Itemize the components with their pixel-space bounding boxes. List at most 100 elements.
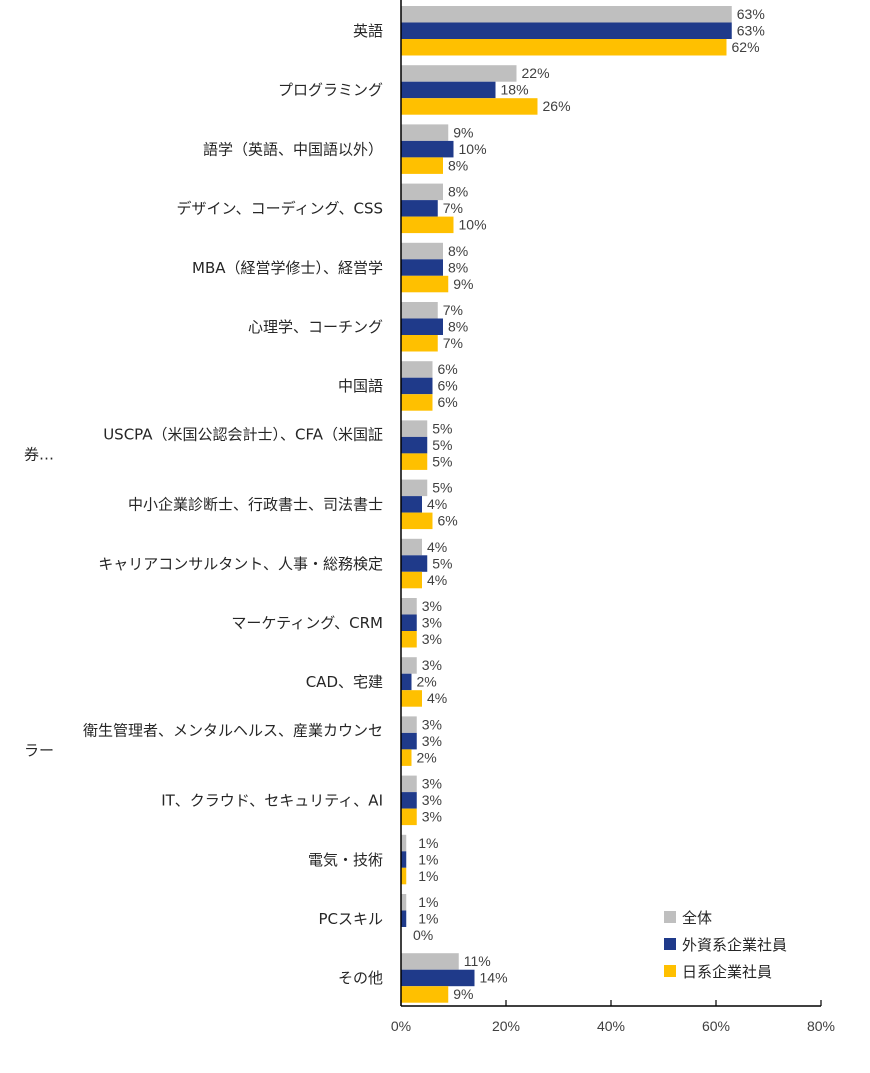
- value-label: 6%: [438, 378, 458, 394]
- value-label: 18%: [501, 82, 529, 98]
- category-label: 語学（英語、中国語以外）: [203, 140, 383, 158]
- bar-overall: [401, 894, 407, 911]
- category-label: 中国語: [338, 377, 383, 395]
- bar-japanese: [401, 98, 538, 115]
- bar-japanese: [401, 986, 449, 1003]
- value-label: 8%: [448, 259, 468, 275]
- category-label: プログラミング: [278, 81, 383, 99]
- value-label: 4%: [427, 572, 447, 588]
- value-label: 3%: [422, 657, 442, 673]
- value-label: 9%: [453, 276, 473, 292]
- value-label: 22%: [522, 65, 550, 81]
- category-label-line: ラー: [24, 741, 54, 759]
- x-tick-label: 0%: [391, 1018, 411, 1034]
- bar-foreign: [401, 792, 417, 809]
- value-label: 6%: [438, 394, 458, 410]
- legend-label: 全体: [682, 909, 712, 927]
- category-label: 衛生管理者、メンタルヘルス、産業カウンセラー: [24, 721, 383, 759]
- category-label: 電気・技術: [308, 851, 383, 869]
- bar-japanese: [401, 571, 422, 589]
- category-label: キャリアコンサルタント、人事・総務検定: [98, 555, 383, 573]
- category-label: マーケティング、CRM: [231, 614, 383, 632]
- value-label: 10%: [459, 141, 487, 157]
- bar-japanese: [401, 394, 433, 411]
- value-label: 5%: [432, 453, 452, 469]
- value-label: 3%: [422, 792, 442, 808]
- category-label: CAD、宅建: [306, 673, 383, 691]
- bar-foreign: [401, 318, 443, 335]
- category-label: PCスキル: [318, 910, 383, 928]
- bar-overall: [401, 124, 449, 141]
- value-label: 1%: [418, 835, 438, 851]
- bar-overall: [401, 538, 422, 556]
- x-tick-label: 60%: [702, 1018, 730, 1034]
- value-label: 9%: [453, 986, 473, 1002]
- bar-japanese: [401, 39, 727, 56]
- bar-overall: [401, 657, 417, 674]
- value-label: 8%: [448, 243, 468, 259]
- bar-foreign: [401, 969, 475, 987]
- value-label: 3%: [422, 809, 442, 825]
- bar-foreign: [401, 851, 407, 868]
- bar-foreign: [401, 436, 428, 454]
- value-label: 5%: [432, 420, 452, 436]
- bar-overall: [401, 775, 417, 793]
- bar-foreign: [401, 22, 732, 39]
- value-label: 3%: [422, 716, 442, 732]
- value-label: 10%: [459, 217, 487, 233]
- value-label: 3%: [422, 733, 442, 749]
- bar-japanese: [401, 749, 412, 766]
- category-label: デザイン、コーディング、CSS: [176, 200, 383, 218]
- value-label: 6%: [438, 513, 458, 529]
- category-label: 心理学、コーチング: [248, 318, 383, 336]
- bar-foreign: [401, 259, 443, 276]
- value-label: 11%: [464, 953, 491, 969]
- value-label: 3%: [422, 776, 442, 792]
- bar-overall: [401, 953, 459, 970]
- bar-foreign: [401, 614, 417, 631]
- value-label: 6%: [438, 361, 458, 377]
- value-label: 0%: [413, 927, 433, 943]
- bar-foreign: [401, 732, 417, 750]
- bar-overall: [401, 361, 433, 378]
- bar-japanese: [401, 216, 454, 234]
- bar-foreign: [401, 377, 433, 395]
- x-tick-label: 20%: [492, 1018, 520, 1034]
- value-label: 5%: [432, 437, 452, 453]
- bar-japanese: [401, 157, 443, 174]
- value-label: 8%: [448, 319, 468, 335]
- x-tick-label: 80%: [807, 1018, 835, 1034]
- value-label: 2%: [417, 749, 437, 765]
- category-label-line: 券…: [24, 445, 54, 463]
- bar-overall: [401, 65, 517, 82]
- bar-japanese: [401, 867, 407, 885]
- bar-foreign: [401, 496, 422, 513]
- bar-foreign: [401, 673, 412, 691]
- value-label: 3%: [422, 631, 442, 647]
- bar-overall: [401, 302, 438, 319]
- bar-japanese: [401, 512, 433, 530]
- bar-japanese: [401, 631, 417, 648]
- bar-japanese: [401, 453, 428, 470]
- x-tick-label: 40%: [597, 1018, 625, 1034]
- value-label: 63%: [737, 23, 765, 39]
- bar-overall: [401, 834, 407, 852]
- value-label: 63%: [737, 6, 765, 22]
- category-label: MBA（経営学修士）、経営学: [192, 259, 383, 277]
- value-label: 4%: [427, 496, 447, 512]
- value-label: 7%: [443, 335, 463, 351]
- legend-swatch: [664, 965, 676, 977]
- bar-overall: [401, 598, 417, 615]
- value-label: 1%: [418, 851, 438, 867]
- bar-foreign: [401, 81, 496, 99]
- value-label: 3%: [422, 598, 442, 614]
- bar-overall: [401, 6, 732, 23]
- category-label: USCPA（米国公認会計士）、CFA（米国証券…: [24, 425, 383, 463]
- value-label: 5%: [432, 480, 452, 496]
- bar-foreign: [401, 200, 438, 217]
- bar-overall: [401, 183, 443, 201]
- category-label: IT、クラウド、セキュリティ、AI: [161, 792, 383, 810]
- bar-overall: [401, 479, 428, 497]
- bar-overall: [401, 420, 428, 437]
- value-label: 62%: [732, 39, 760, 55]
